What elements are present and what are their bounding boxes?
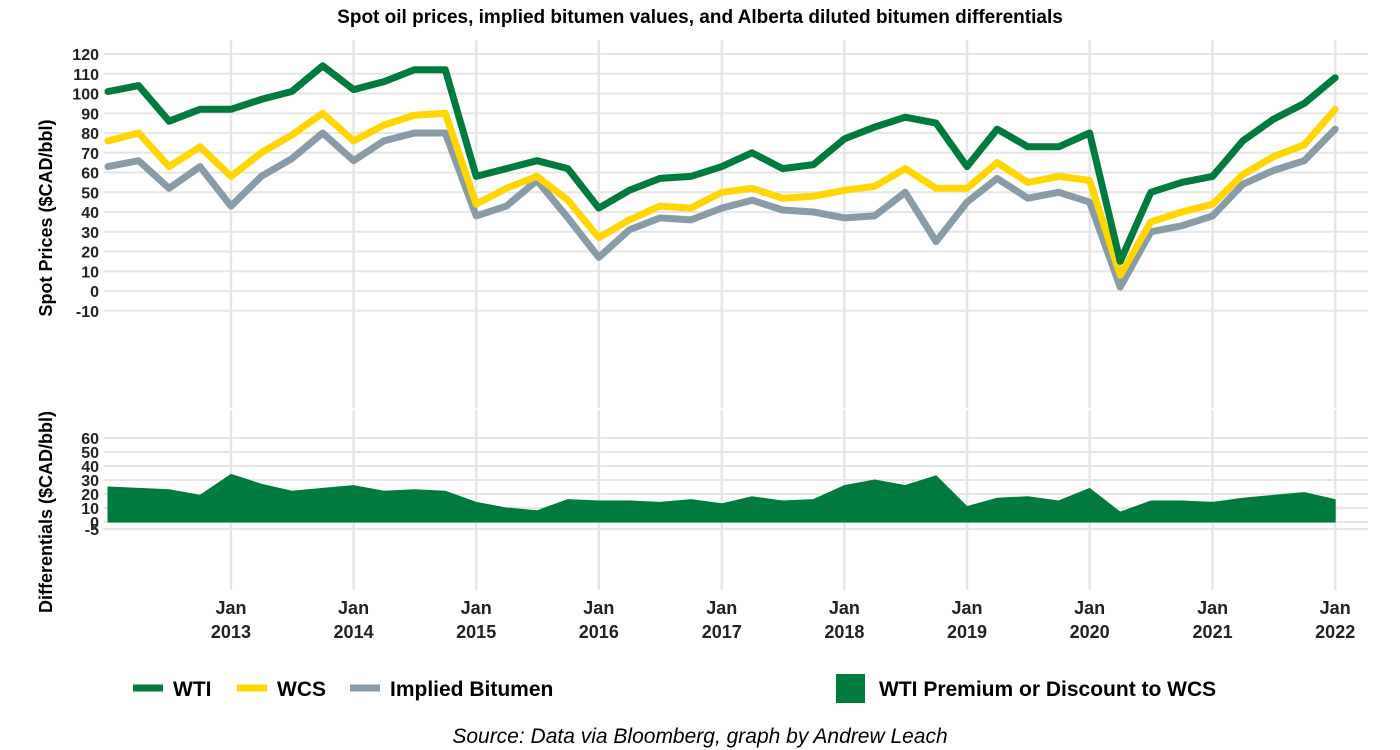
bottom-y-tick-label: 40 [81,459,99,476]
x-tick-month: Jan [1074,598,1105,618]
series-line-wcs [104,105,1339,279]
top-y-tick-label: 80 [81,126,99,143]
x-tick-year: 2022 [1315,622,1355,642]
top-y-tick-label: 60 [81,166,99,183]
top-y-tick-label: 110 [73,67,99,84]
top-y-tick-label: 50 [81,185,99,202]
x-tick-month: Jan [338,598,369,618]
bottom-y-tick-label: 10 [81,501,99,518]
bottom-y-tick-label: 60 [81,431,99,448]
x-tick-month: Jan [951,598,982,618]
x-tick-month: Jan [583,598,614,618]
top-y-tick-label: 10 [81,264,99,281]
x-tick-year: 2018 [824,622,864,642]
legend-label-wti: WTI [173,678,211,701]
top-y-tick-label: 0 [90,284,99,301]
top-y-tick-label: 70 [81,146,99,163]
bottom-y-axis-label: Differentials ($CAD/bbl) [36,411,56,613]
top-y-axis-label: Spot Prices ($CAD/bbl) [36,119,56,316]
x-tick-year: 2021 [1193,622,1233,642]
chart-title: Spot oil prices, implied bitumen values,… [337,7,1063,28]
bottom-y-tick-label: 0 [90,515,99,532]
series-line-implied-bitumen [104,125,1339,291]
legend: WTI WCS Implied Bitumen WTI Premium or D… [133,674,1216,703]
top-y-tick-label: 120 [72,47,99,64]
x-tick-year: 2013 [211,622,251,642]
source-caption: Source: Data via Bloomberg, graph by And… [452,725,947,748]
x-tick-month: Jan [461,598,492,618]
differential-area-fill [107,473,1336,523]
differential-area [107,473,1336,523]
x-tick-month: Jan [1320,598,1351,618]
x-tick-year: 2017 [702,622,742,642]
x-tick-month: Jan [215,598,246,618]
x-tick-labels: Jan 2013 Jan 2014 Jan 2015 Jan 2016 Jan 2017 Jan 20… [211,598,1355,642]
legend-label-wcs: WCS [277,678,326,701]
x-tick-year: 2020 [1070,622,1110,642]
top-y-tick-label: 90 [81,106,99,123]
series-line-wti [104,62,1339,265]
x-tick-month: Jan [706,598,737,618]
x-tick-year: 2014 [334,622,374,642]
x-tick-month: Jan [829,598,860,618]
top-y-tick-label: 20 [81,245,99,262]
price-lines [104,62,1339,291]
top-y-tick-label: 100 [72,87,99,104]
bottom-y-tick-label: 50 [81,445,99,462]
top-y-tick-label: 30 [81,225,99,242]
x-tick-year: 2019 [947,622,987,642]
legend-label-bitumen: Implied Bitumen [390,678,553,701]
bottom-y-tick-label: 30 [81,473,99,490]
bottom-y-tick-label: -5 [85,522,99,539]
top-y-tick-label: -10 [76,304,99,321]
x-tick-year: 2015 [456,622,496,642]
legend-label-differential: WTI Premium or Discount to WCS [879,678,1216,701]
legend-key-differential [836,674,865,703]
x-tick-year: 2016 [579,622,619,642]
bottom-y-tick-label: 20 [81,487,99,504]
top-y-tick-label: 40 [81,205,99,222]
x-tick-month: Jan [1197,598,1228,618]
